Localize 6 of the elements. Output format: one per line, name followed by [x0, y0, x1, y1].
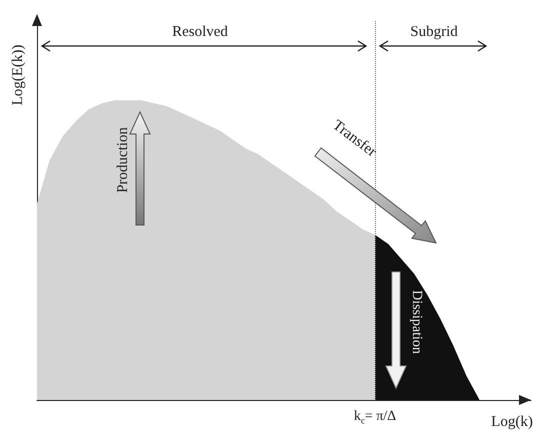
annotation: Production: [115, 126, 131, 193]
text: Resolved: [172, 24, 228, 40]
annotation: Dissipation: [409, 290, 424, 354]
x-axis-title: Log(k): [491, 414, 533, 430]
y-axis-title: Log(E(k)): [10, 44, 26, 106]
text: Subgrid: [410, 24, 458, 40]
